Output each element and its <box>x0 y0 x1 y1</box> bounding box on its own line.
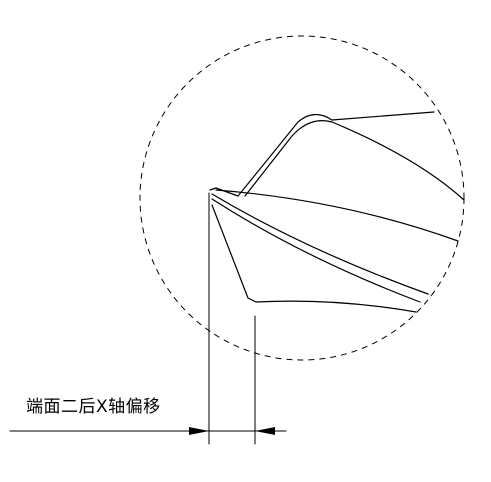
cutting-edge-lower <box>211 198 421 303</box>
upper-face-inner-line <box>244 120 333 197</box>
top-flank-curve <box>215 189 459 242</box>
upper-face-right-curve <box>331 121 465 201</box>
upper-face-outline <box>237 111 435 197</box>
cutting-edge-upper <box>211 193 429 295</box>
lower-flank-outline <box>211 204 417 313</box>
dimension-arrow-right <box>255 427 275 435</box>
detail-circle <box>139 35 465 361</box>
tool-tip <box>209 187 239 197</box>
dimension-arrow-left <box>189 427 209 435</box>
dimension-label: 端面二后X轴偏移 <box>26 397 161 417</box>
